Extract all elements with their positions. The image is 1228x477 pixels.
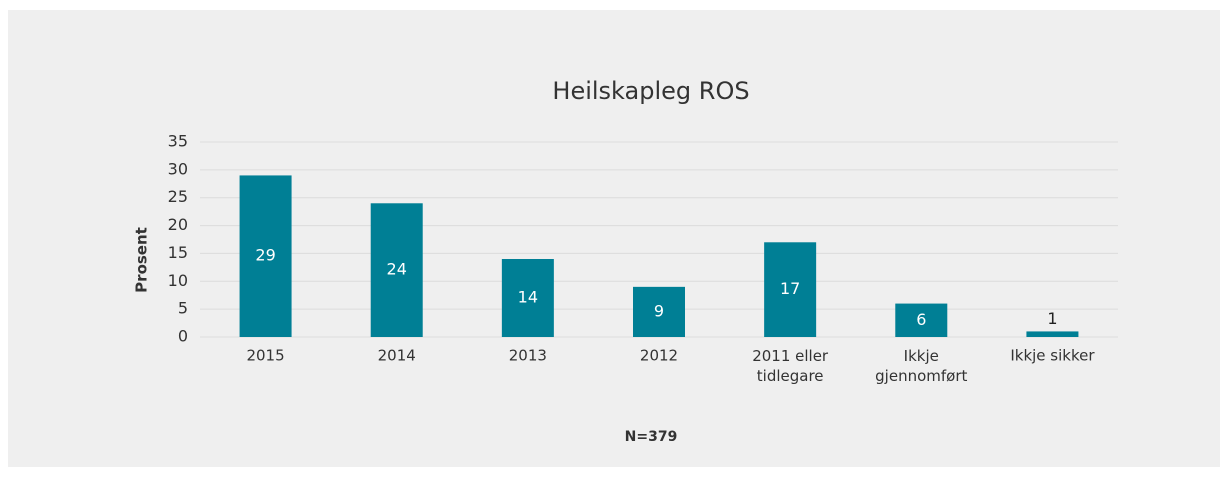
x-tick-label: 2014 [378, 347, 416, 365]
y-tick-label: 20 [168, 215, 188, 234]
x-tick-label: 2011 eller tidlegare [752, 347, 829, 385]
data-label: 1 [1047, 309, 1057, 328]
y-tick-label: 30 [168, 159, 188, 178]
bar [239, 175, 292, 337]
y-tick-label: 15 [168, 243, 188, 262]
annotation: N=379 [625, 429, 678, 445]
x-tick-label: Ikkje sikker [1010, 347, 1095, 365]
x-tick-label: 2015 [246, 347, 284, 365]
y-tick-label: 25 [168, 187, 188, 206]
bar [501, 259, 554, 337]
data-label: 14 [518, 288, 538, 307]
chart-title: Heilskapleg ROS [552, 77, 749, 105]
data-label: 6 [916, 310, 926, 329]
bar [764, 242, 817, 337]
data-label: 9 [654, 301, 664, 320]
bar [370, 203, 423, 337]
data-label: 17 [780, 279, 800, 298]
y-axis-label: Prosent [133, 227, 151, 293]
y-tick-label: 0 [178, 327, 188, 346]
bar [895, 303, 948, 337]
x-tick-label: 2013 [509, 347, 547, 365]
bar [1026, 331, 1079, 337]
y-tick-label: 10 [168, 271, 188, 290]
data-label: 29 [255, 246, 275, 265]
y-tick-label: 35 [168, 132, 188, 151]
bar [633, 286, 685, 337]
y-tick-label: 5 [178, 299, 188, 318]
panel [8, 10, 1220, 467]
x-tick-label: Ikkje gjennomført [875, 347, 967, 385]
x-tick-label: 2012 [640, 347, 678, 365]
data-label: 24 [387, 260, 407, 279]
